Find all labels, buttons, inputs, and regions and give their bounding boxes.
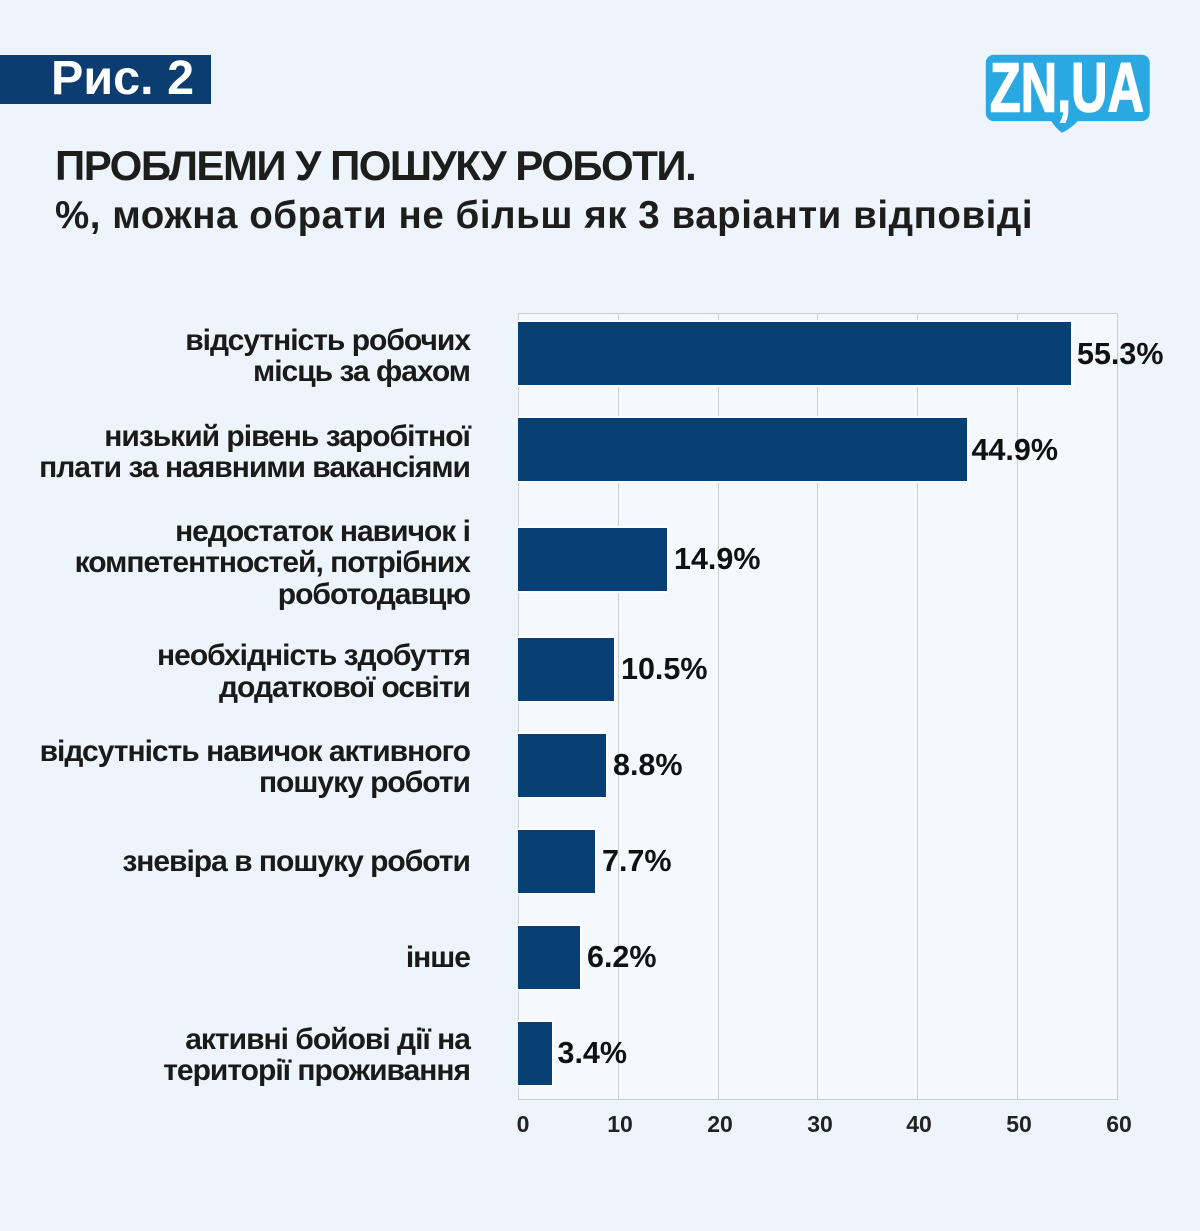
svg-text:ZN,UA: ZN,UA	[990, 54, 1144, 127]
